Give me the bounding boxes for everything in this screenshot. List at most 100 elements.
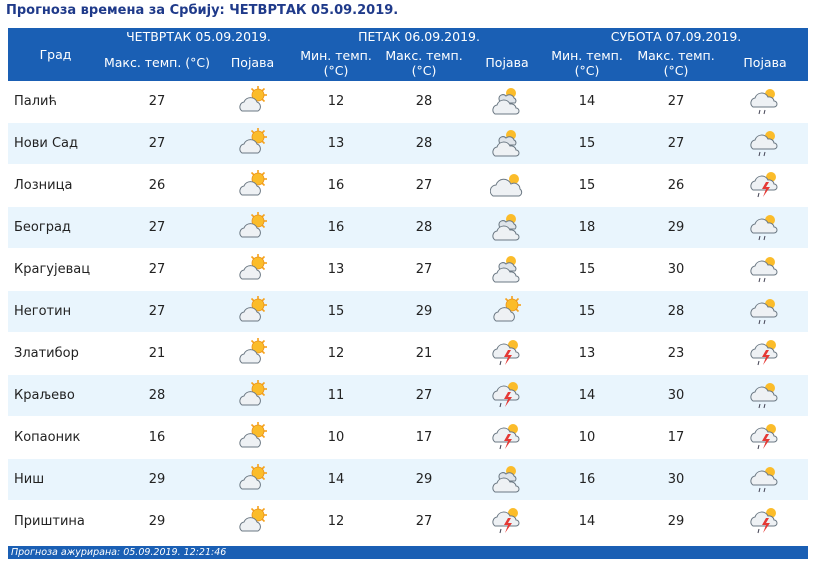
thu-phenomenon-header: Појава xyxy=(211,44,295,81)
city-name: Крагујевац xyxy=(8,248,103,291)
fri-max-temp: 27 xyxy=(378,500,471,543)
sat-min-temp: 14 xyxy=(544,81,631,123)
fri-weather-icon-cell xyxy=(470,164,545,207)
sat-max-temp: 30 xyxy=(630,374,723,417)
thu-max-temp: 16 xyxy=(103,416,211,459)
day-header-friday: ПЕТАК 06.09.2019. xyxy=(294,28,545,44)
sat-max-temp: 23 xyxy=(630,332,723,375)
sat-min-temp: 15 xyxy=(544,122,631,165)
sat-weather-icon-cell xyxy=(722,122,809,165)
table-row: Крагујевац 27 13 27 15 30 xyxy=(8,248,809,291)
table-row: Златибор 21 12 21 13 23 xyxy=(8,332,809,375)
fri-weather-icon-cell xyxy=(470,290,545,333)
fri-max-temp: 28 xyxy=(378,206,471,249)
sat-weather-icon-cell xyxy=(722,81,809,123)
sat-weather-icon-cell xyxy=(722,500,809,543)
fri-min-temp: 12 xyxy=(294,500,379,543)
table-row: Копаоник 16 10 17 10 17 xyxy=(8,416,809,459)
cloud-rain-icon xyxy=(748,127,782,161)
cloud-rain-icon xyxy=(748,253,782,287)
sunny-cloud-icon xyxy=(236,463,270,497)
thu-weather-icon-cell xyxy=(211,458,295,501)
sat-weather-icon-cell xyxy=(722,458,809,501)
fri-weather-icon-cell xyxy=(470,206,545,249)
sunny-cloud-icon xyxy=(236,169,270,203)
sat-max-temp: 30 xyxy=(630,458,723,501)
fri-min-temp: 14 xyxy=(294,458,379,501)
sunny-cloud-icon xyxy=(236,505,270,539)
thunderstorm-icon xyxy=(748,505,782,539)
thu-weather-icon-cell xyxy=(211,374,295,417)
cloud-sun-icon xyxy=(490,127,524,161)
sunny-cloud-icon xyxy=(236,127,270,161)
page-title: Прогноза времена за Србију: ЧЕТВРТАК 05.… xyxy=(6,3,399,18)
thu-max-temp-header: Макс. темп. (°C) xyxy=(103,44,211,81)
fri-min-temp: 12 xyxy=(294,81,379,123)
fri-weather-icon-cell xyxy=(470,248,545,291)
table-row: Нови Сад 27 13 28 15 27 xyxy=(8,122,809,165)
sat-max-temp: 17 xyxy=(630,416,723,459)
thu-max-temp: 27 xyxy=(103,122,211,165)
thunderstorm-icon xyxy=(490,379,524,413)
sunny-cloud-icon xyxy=(236,211,270,245)
sunny-cloud-icon xyxy=(490,295,524,329)
fri-max-temp: 21 xyxy=(378,332,471,375)
fri-weather-icon-cell xyxy=(470,332,545,375)
sat-weather-icon-cell xyxy=(722,290,809,333)
cloud-rain-icon xyxy=(748,379,782,413)
fri-max-temp: 27 xyxy=(378,164,471,207)
thunderstorm-icon xyxy=(748,169,782,203)
thu-max-temp: 27 xyxy=(103,81,211,123)
fri-weather-icon-cell xyxy=(470,374,545,417)
cloud-rain-icon xyxy=(748,463,782,497)
fri-max-temp: 17 xyxy=(378,416,471,459)
sat-min-temp: 14 xyxy=(544,500,631,543)
thu-weather-icon-cell xyxy=(211,500,295,543)
thu-weather-icon-cell xyxy=(211,164,295,207)
cloud-sun-icon xyxy=(490,85,524,119)
sat-weather-icon-cell xyxy=(722,248,809,291)
sat-max-temp: 27 xyxy=(630,122,723,165)
fri-min-temp: 12 xyxy=(294,332,379,375)
thunderstorm-icon xyxy=(490,421,524,455)
thunderstorm-icon xyxy=(490,337,524,371)
fri-weather-icon-cell xyxy=(470,500,545,543)
fri-phenomenon-header: Појава xyxy=(470,44,545,81)
city-name: Лозница xyxy=(8,164,103,207)
cloud-rain-icon xyxy=(748,85,782,119)
cloudy-icon xyxy=(489,169,524,203)
thu-weather-icon-cell xyxy=(211,122,295,165)
fri-weather-icon-cell xyxy=(470,416,545,459)
city-name: Београд xyxy=(8,206,103,249)
sunny-cloud-icon xyxy=(236,253,270,287)
thu-max-temp: 27 xyxy=(103,248,211,291)
cloud-sun-icon xyxy=(490,463,524,497)
table-row: Ниш 29 14 29 16 30 xyxy=(8,458,809,501)
city-name: Златибор xyxy=(8,332,103,375)
forecast-table: Град ЧЕТВРТАК 05.09.2019. ПЕТАК 06.09.20… xyxy=(8,28,809,543)
fri-weather-icon-cell xyxy=(470,458,545,501)
city-name: Палић xyxy=(8,81,103,123)
sat-weather-icon-cell xyxy=(722,416,809,459)
fri-min-temp: 16 xyxy=(294,206,379,249)
thunderstorm-icon xyxy=(490,505,524,539)
thu-weather-icon-cell xyxy=(211,248,295,291)
thu-max-temp: 27 xyxy=(103,290,211,333)
sat-min-temp: 15 xyxy=(544,248,631,291)
thu-max-temp: 26 xyxy=(103,164,211,207)
sunny-cloud-icon xyxy=(236,379,270,413)
city-name: Копаоник xyxy=(8,416,103,459)
sunny-cloud-icon xyxy=(236,421,270,455)
cloud-rain-icon xyxy=(748,211,782,245)
fri-max-temp: 28 xyxy=(378,122,471,165)
city-name: Нови Сад xyxy=(8,122,103,165)
sat-weather-icon-cell xyxy=(722,206,809,249)
sat-max-temp: 29 xyxy=(630,500,723,543)
fri-min-temp: 13 xyxy=(294,122,379,165)
fri-min-temp: 10 xyxy=(294,416,379,459)
fri-max-temp: 28 xyxy=(378,81,471,123)
fri-min-temp: 15 xyxy=(294,290,379,333)
sat-min-temp: 10 xyxy=(544,416,631,459)
cloud-sun-icon xyxy=(490,253,524,287)
sat-min-temp: 13 xyxy=(544,332,631,375)
